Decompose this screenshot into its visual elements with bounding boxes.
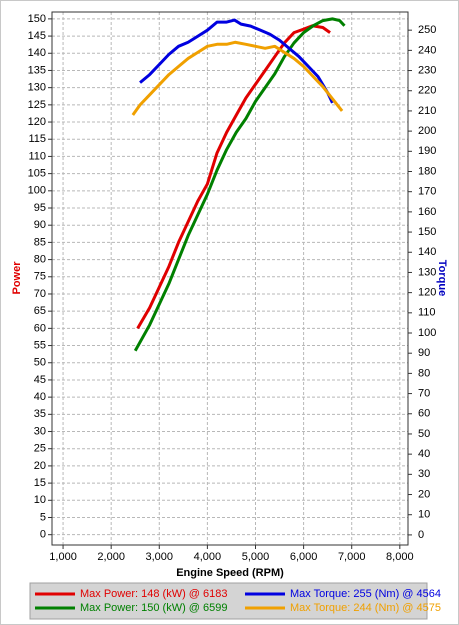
plot-data	[131, 17, 346, 352]
y2-axis-title: Torque	[436, 260, 448, 296]
y2-tick-label: 20	[418, 488, 430, 500]
y2-tick-label: 0	[418, 529, 424, 541]
y-axis-title: Power	[11, 261, 23, 295]
y2-tick-label: 240	[418, 44, 436, 56]
y2-tick-label: 40	[418, 448, 430, 460]
y-tick-label: 145	[28, 30, 46, 42]
y2-tick-label: 70	[418, 387, 430, 399]
legend	[29, 582, 428, 620]
x-tick-label: 1,000	[49, 551, 77, 563]
y-tick-label: 25	[34, 443, 46, 455]
y2-tick-label: 170	[418, 186, 436, 198]
series-line	[131, 40, 344, 116]
y-tick-label: 50	[34, 357, 46, 369]
y2-tick-label: 230	[418, 64, 436, 76]
y-tick-label: 85	[34, 236, 46, 248]
y-tick-label: 140	[28, 47, 46, 59]
y2-tick-label: 180	[418, 165, 436, 177]
x-axis-title: Engine Speed (RPM)	[176, 567, 284, 579]
x-tick-label: 8,000	[386, 551, 414, 563]
y-tick-label: 30	[34, 425, 46, 437]
series-line	[136, 24, 331, 330]
y-tick-label: 95	[34, 202, 46, 214]
y-tick-label: 40	[34, 391, 46, 403]
y-tick-label: 105	[28, 168, 46, 180]
y2-tick-label: 130	[418, 266, 436, 278]
y2-tick-label: 220	[418, 85, 436, 97]
legend-label: Max Torque: 255 (Nm) @ 4564	[290, 588, 441, 600]
plot-border	[51, 11, 409, 546]
y-tick-label: 135	[28, 64, 46, 76]
y2-tick-label: 100	[418, 327, 436, 339]
y-tick-label: 150	[28, 13, 46, 25]
series-line	[133, 17, 346, 352]
grid	[52, 12, 408, 545]
y2-tick-label: 120	[418, 287, 436, 299]
y2-tick-label: 210	[418, 105, 436, 117]
x-tick-label: 5,000	[242, 551, 270, 563]
y-tick-label: 100	[28, 185, 46, 197]
y2-tick-label: 160	[418, 206, 436, 218]
y2-tick-label: 10	[418, 509, 430, 521]
x-tick-label: 7,000	[338, 551, 366, 563]
y-tick-label: 20	[34, 460, 46, 472]
y2-tick-label: 50	[418, 428, 430, 440]
y-tick-label: 65	[34, 305, 46, 317]
y2-tick-label: 60	[418, 408, 430, 420]
y2-tick-label: 30	[418, 468, 430, 480]
x-tick-label: 3,000	[146, 551, 174, 563]
y-tick-label: 80	[34, 253, 46, 265]
series-line	[139, 18, 334, 104]
y-tick-label: 0	[40, 529, 46, 541]
y2-tick-label: 90	[418, 347, 430, 359]
y2-tick-label: 190	[418, 145, 436, 157]
y2-tick-label: 140	[418, 246, 436, 258]
y-tick-label: 35	[34, 408, 46, 420]
y-tick-label: 45	[34, 374, 46, 386]
y-tick-label: 5	[40, 511, 46, 523]
y-tick-label: 115	[28, 133, 46, 145]
y-tick-label: 110	[28, 150, 46, 162]
y2-tick-label: 200	[418, 125, 436, 137]
x-tick-label: 4,000	[194, 551, 222, 563]
y-tick-label: 55	[34, 339, 46, 351]
y2-tick-label: 110	[418, 307, 436, 319]
y-tick-label: 10	[34, 494, 46, 506]
y-tick-label: 120	[28, 116, 46, 128]
y-tick-label: 15	[34, 477, 46, 489]
y-tick-label: 70	[34, 288, 46, 300]
y-tick-label: 130	[28, 82, 46, 94]
legend-label: Max Torque: 244 (Nm) @ 4575	[290, 602, 441, 614]
y2-tick-label: 80	[418, 367, 430, 379]
y-tick-label: 75	[34, 271, 46, 283]
y2-tick-label: 150	[418, 226, 436, 238]
y2-tick-label: 250	[418, 24, 436, 36]
y-tick-label: 125	[28, 99, 46, 111]
y-tick-label: 60	[34, 322, 46, 334]
x-tick-label: 2,000	[97, 551, 125, 563]
legend-label: Max Power: 148 (kW) @ 6183	[80, 588, 228, 600]
x-tick-label: 6,000	[290, 551, 318, 563]
legend-label: Max Power: 150 (kW) @ 6599	[80, 602, 228, 614]
y-tick-label: 90	[34, 219, 46, 231]
